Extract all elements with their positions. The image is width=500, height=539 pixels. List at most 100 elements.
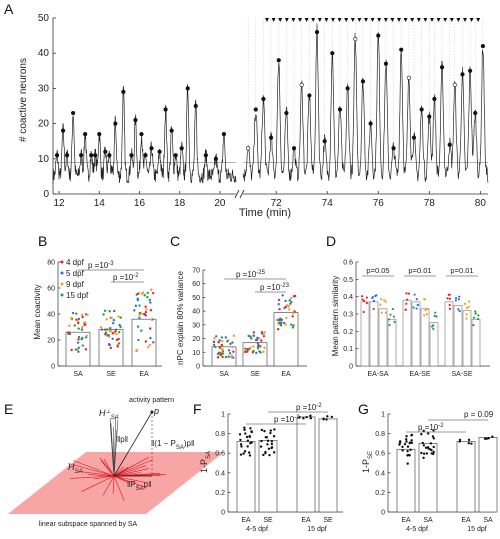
panel-g-pvalue: p =10-2: [418, 423, 444, 432]
panel-b-data-dot: [104, 331, 108, 334]
residual-end: )p‖: [184, 439, 194, 448]
panel-a-triangle-marker: [350, 18, 355, 22]
panel-a-peak-dot: [337, 107, 343, 112]
panel-c-data-dot: [213, 345, 217, 349]
panel-d-bar: [402, 299, 412, 367]
panel-d-data-dot: [365, 296, 368, 299]
panel-a-triangle-marker: [265, 18, 269, 22]
panel-b-data-dot: [113, 309, 116, 313]
panel-g-data-dot: [410, 433, 414, 437]
panel-a-peak-dot: [419, 107, 424, 112]
panel-a-peak-dot: [460, 72, 465, 77]
panel-d-data-dot: [380, 311, 383, 314]
panel-f-data-dot: [305, 415, 308, 419]
subspace-vector: [113, 475, 125, 502]
panel-b-data-dot: [118, 323, 121, 327]
panel-c-data-dot: [249, 335, 252, 338]
panel-c-data-dot: [221, 355, 224, 359]
panel-b-pvalue: p =10-3: [88, 261, 114, 270]
panelG-ytick-label: 0.6: [375, 451, 385, 458]
panel-a-triangle-marker: [377, 18, 382, 22]
panel-a-peak-dot: [157, 149, 162, 154]
panel-f-data-dot: [269, 431, 272, 435]
panel-g-bar: [396, 448, 416, 513]
panel-g-data-dot: [398, 441, 402, 444]
panel-a-triangle-marker: [331, 18, 335, 22]
panel-a-triangle-marker: [317, 18, 322, 22]
panel-c-bar: [273, 312, 299, 367]
panel-c-data-dot: [292, 295, 296, 298]
subspace-vector: [113, 472, 141, 477]
panel-g-data-dot: [425, 452, 429, 455]
panel-a-peak-dot: [71, 110, 76, 116]
panel-b-data-dot: [136, 297, 139, 301]
panel-a-xtick-label: 76: [373, 198, 385, 209]
panel-c-data-dot: [229, 342, 232, 346]
panel-c-data-dot: [280, 321, 283, 324]
panel-d-data-dot: [467, 300, 471, 303]
panelF-ytick-label: 0.4: [215, 470, 225, 477]
panel-d-data-dot: [435, 315, 438, 318]
panel-d-data-dot: [448, 303, 451, 307]
panel-c-data-dot: [212, 343, 216, 347]
panel-b-data-dot: [80, 313, 84, 317]
panel-d-pvalue: p=0.01: [450, 266, 473, 275]
panel-b-data-dot: [149, 301, 152, 304]
panel-c-data-dot: [252, 331, 256, 334]
panel-b-data-dot: [81, 344, 84, 347]
panel-label-c: C: [170, 233, 180, 249]
panel-d-data-dot: [472, 316, 475, 319]
subspace-vector: [113, 468, 149, 477]
panel-f-data-dot: [309, 414, 312, 417]
panel-a-triangle-marker: [463, 18, 467, 22]
panel-d-data-dot: [389, 313, 392, 316]
panelD-ytick-label: 0.5: [343, 277, 353, 284]
proj-end: p‖: [144, 480, 152, 489]
panel-g-data-dot: [405, 435, 408, 438]
panel-c-data-dot: [290, 300, 293, 304]
panel-b-data-dot: [80, 328, 84, 331]
panel-d-data-dot: [384, 311, 387, 314]
panel-g-data-dot: [410, 441, 414, 445]
p-label: p: [153, 406, 159, 416]
panel-f-pvalue: p =10-2: [274, 415, 300, 424]
panel-a-peak-dot: [284, 110, 289, 116]
panel-a-peak-dot: [139, 132, 144, 137]
panel-a-xtick-label: 78: [424, 198, 436, 209]
residual-main: ‖(1 − P: [151, 439, 176, 448]
panel-a-ytick-label: 40: [38, 48, 50, 59]
panel-b-legend-dot: [60, 260, 64, 264]
panel-d-data-dot: [415, 298, 418, 301]
panel-a-peak-dot: [322, 139, 327, 144]
panel-c-data-dot: [215, 335, 218, 338]
panelD-ytick-label: 0: [349, 364, 353, 371]
panel-a-triangle-marker: [278, 18, 283, 22]
panel-c-data-dot: [293, 310, 296, 313]
panel-g-data-dot: [467, 438, 471, 442]
panel-c-data-dot: [252, 334, 256, 337]
panel-a-triangle-marker: [430, 18, 434, 22]
panelD-ytick-label: 0.4: [343, 294, 353, 301]
panel-b-data-dot: [84, 348, 88, 351]
panel-b-data-dot: [109, 346, 113, 350]
panel-c-pvalue: p =10-25: [236, 270, 266, 279]
panel-f-data-dot: [248, 434, 251, 438]
panel-d-data-dot: [405, 292, 408, 295]
panel-c-data-dot: [231, 341, 234, 344]
panel-a-peak-dot: [276, 58, 281, 63]
panel-a-triangle-marker: [311, 18, 316, 22]
panel-d-data-dot: [454, 297, 458, 300]
panel-f-ylabel-sub: SA: [206, 451, 212, 459]
panel-b-data-dot: [77, 350, 80, 353]
panel-g-ylabel-sub: SE: [368, 451, 374, 459]
panel-a-triangle-marker: [337, 18, 342, 22]
panel-a-triangle-marker: [416, 18, 421, 22]
panel-a-peak-dot: [268, 135, 274, 140]
panelB-ytick-label: 0: [51, 364, 55, 371]
panel-a-xtick-label: 80: [475, 198, 487, 209]
panel-a-ytick-label: 0: [43, 189, 49, 200]
panel-g-data-dot: [406, 449, 409, 453]
panel-a-peak-dot: [452, 82, 457, 87]
panel-c-data-dot: [256, 341, 260, 345]
panel-d-category-label: SA-SE: [451, 371, 472, 378]
